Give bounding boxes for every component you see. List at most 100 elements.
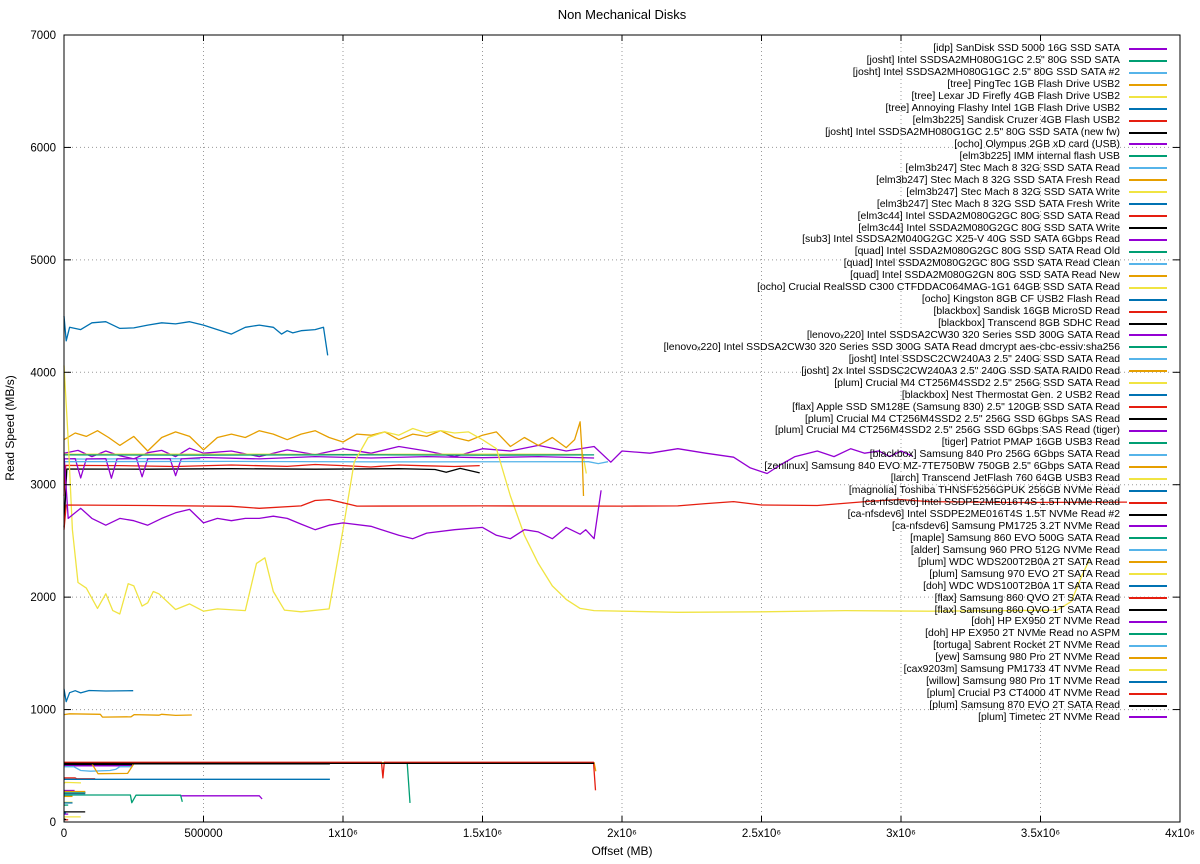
legend-item: [magnolia] Toshiba THNSF5256GPUK 256GB N… <box>664 485 1167 497</box>
legend-item-label: [josht] Intel SSDSA2MH080G1GC 2.5" 80G S… <box>852 67 1120 79</box>
legend-item-label: [lenovoₓ220] Intel SSDSA2CW30 320 Series… <box>806 329 1120 341</box>
legend-line-sample <box>1129 537 1167 540</box>
legend-line-sample <box>1129 310 1167 313</box>
legend-line-sample <box>1129 609 1167 612</box>
legend-item-label: [elm3b247] Stec Mach 8 32G SSD SATA Read <box>905 162 1120 174</box>
legend-item-label: [tree] Lexar JD Firefly 4GB Flash Drive … <box>911 91 1120 103</box>
legend-item: [plum] Crucial M4 CT256M4SSD2 2.5" 256G … <box>664 377 1167 389</box>
legend-item-label: [maple] Samsung 860 EVO 500G SATA Read <box>910 532 1120 544</box>
legend-line-sample <box>1129 382 1167 385</box>
series-line-27 <box>63 713 192 718</box>
x-tick-label: 3.5x10⁶ <box>1021 828 1061 840</box>
legend-line-sample <box>1129 549 1167 552</box>
legend-item: [plum] Timetec 2T NVMe Read <box>664 712 1167 724</box>
series-line-54 <box>63 498 1128 530</box>
legend-item-label: [elm3b225] Sandisk Cruzer 4GB Flash USB2 <box>912 115 1120 127</box>
legend-item: [blackbox] Sandisk 16GB MicroSD Read <box>664 306 1167 318</box>
legend-item: [plum] Crucial M4 CT256M4SSD2 2.5" 256G … <box>664 425 1167 437</box>
legend-item-label: [tree] Annoying Flashy Intel 1GB Flash D… <box>885 103 1120 115</box>
legend-item: [elm3c44] Intel SSDA2M080G2GC 80G SSD SA… <box>664 210 1167 222</box>
legend-line-sample <box>1129 238 1167 241</box>
series-line-53 <box>63 316 329 356</box>
y-tick-label: 7000 <box>30 30 56 42</box>
legend-item-label: [quad] Intel SSDA2M080G2GC 80G SSD SATA … <box>843 258 1120 270</box>
legend-item: [plum] Samsung 970 EVO 2T SATA Read <box>664 568 1167 580</box>
legend-item: [elm3b225] Sandisk Cruzer 4GB Flash USB2 <box>664 115 1167 127</box>
legend-item-label: [zenlinux] Samsung 840 EVO MZ-7TE750BW 7… <box>764 461 1120 473</box>
legend-item: [plum] WDC WDS200T2B0A 2T SATA Read <box>664 556 1167 568</box>
legend-item: [alder] Samsung 960 PRO 512G NVMe Read <box>664 544 1167 556</box>
legend-item-label: [ca-nfsdev6] Intel SSDPE2ME016T4S 1.5T N… <box>847 509 1120 521</box>
legend-line-sample <box>1129 406 1167 409</box>
legend-item: [josht] 2x Intel SSDSC2CW240A3 2.5" 240G… <box>664 365 1167 377</box>
legend-line-sample <box>1129 477 1167 480</box>
series-line-56 <box>63 454 602 540</box>
legend-line-sample <box>1129 143 1167 146</box>
y-axis-label: Read Speed (MB/s) <box>3 375 17 481</box>
legend-item-label: [plum] Samsung 870 EVO 2T SATA Read <box>929 700 1120 712</box>
legend-item: [doh] HP EX950 2T NVMe Read no ASPM <box>664 628 1167 640</box>
legend-item: [tiger] Patriot PMAP 16GB USB3 Read <box>664 437 1167 449</box>
legend-item-label: [tiger] Patriot PMAP 16GB USB3 Read <box>941 437 1120 449</box>
legend-item: [doh] WDC WDS100T2B0A 1T SATA Read <box>664 580 1167 592</box>
legend-line-sample <box>1129 632 1167 635</box>
legend-item: [blackbox] Nest Thermostat Gen. 2 USB2 R… <box>664 389 1167 401</box>
legend-item: [elm3b247] Stec Mach 8 32G SSD SATA Fres… <box>664 174 1167 186</box>
legend-item-label: [ocho] Olympus 2GB xD card (USB) <box>954 138 1120 150</box>
x-tick-label: 500000 <box>184 828 222 840</box>
legend-line-sample <box>1129 286 1167 289</box>
x-tick-label: 0 <box>61 828 67 840</box>
legend-line-sample <box>1129 346 1167 349</box>
legend-line-sample <box>1129 262 1167 265</box>
legend-item-label: [ocho] Kingston 8GB CF USB2 Flash Read <box>921 294 1120 306</box>
legend-item-label: [elm3c44] Intel SSDA2M080G2GC 80G SSD SA… <box>858 222 1120 234</box>
legend-line-sample <box>1129 585 1167 588</box>
legend-item: [lenovoₓ220] Intel SSDSA2CW30 320 Series… <box>664 341 1167 353</box>
y-tick-label: 2000 <box>30 592 56 604</box>
y-tick-label: 5000 <box>30 255 56 267</box>
legend-line-sample <box>1129 71 1167 74</box>
x-tick-label: 4x10⁶ <box>1165 828 1195 840</box>
legend-item-label: [blackbox] Samsung 840 Pro 256G 6Gbps SA… <box>869 449 1120 461</box>
legend-line-sample <box>1129 716 1167 719</box>
legend-line-sample <box>1129 418 1167 421</box>
x-axis-label: Offset (MB) <box>591 844 653 858</box>
legend-item: [larch] Transcend JetFlash 760 64GB USB3… <box>664 473 1167 485</box>
legend-line-sample <box>1129 644 1167 647</box>
series-line-34 <box>64 766 133 772</box>
legend-item-label: [elm3b247] Stec Mach 8 32G SSD SATA Fres… <box>876 174 1120 186</box>
legend-item: [yew] Samsung 980 Pro 2T NVMe Read <box>664 652 1167 664</box>
legend-item: [cax9203m] Samsung PM1733 4T NVMe Read <box>664 664 1167 676</box>
legend-item: [flax] Samsung 860 QVO 2T SATA Read <box>664 592 1167 604</box>
legend-item-label: [plum] Samsung 970 EVO 2T SATA Read <box>929 568 1120 580</box>
legend-line-sample <box>1129 489 1167 492</box>
legend-line-sample <box>1129 215 1167 218</box>
legend-line-sample <box>1129 95 1167 98</box>
x-tick-label: 2x10⁶ <box>607 828 637 840</box>
legend-item-label: [doh] HP EX950 2T NVMe Read <box>971 616 1120 628</box>
legend-item: [plum] Crucial M4 CT256M4SSD2 2.5" 256G … <box>664 413 1167 425</box>
legend-line-sample <box>1129 370 1167 373</box>
legend-item-label: [plum] Crucial M4 CT256M4SSD2 2.5" 256G … <box>805 413 1120 425</box>
legend-line-sample <box>1129 191 1167 194</box>
legend-line-sample <box>1129 358 1167 361</box>
x-tick-label: 1x10⁶ <box>328 828 358 840</box>
legend: [idp] SanDisk SSD 5000 16G SSD SATA [josh… <box>664 43 1167 723</box>
legend-item: [tree] Lexar JD Firefly 4GB Flash Drive … <box>664 91 1167 103</box>
legend-line-sample <box>1129 597 1167 600</box>
series-line-38 <box>63 463 480 497</box>
legend-item: [zenlinux] Samsung 840 EVO MZ-7TE750BW 7… <box>664 461 1167 473</box>
series-line-48 <box>63 455 595 479</box>
legend-item: [tree] PingTec 1GB Flash Drive USB2 <box>664 79 1167 91</box>
legend-item-label: [josht] Intel SSDSC2CW240A3 2.5" 240G SS… <box>848 353 1120 365</box>
legend-item: [sub3] Intel SSDSA2M040G2GC X25-V 40G SS… <box>664 234 1167 246</box>
legend-item-label: [plum] Crucial M4 CT256M4SSD2 2.5" 256G … <box>775 425 1120 437</box>
legend-item: [ca-nfsdev6] Samsung PM1725 3.2T NVMe Re… <box>664 521 1167 533</box>
legend-item-label: [elm3b247] Stec Mach 8 32G SSD SATA Fres… <box>876 198 1120 210</box>
series-line-39 <box>63 467 480 528</box>
series-line-37 <box>63 688 134 703</box>
legend-item: [tree] Annoying Flashy Intel 1GB Flash D… <box>664 103 1167 115</box>
legend-item-label: [plum] Timetec 2T NVMe Read <box>978 711 1120 723</box>
legend-item-label: [ocho] Crucial RealSSD C300 CTFDDAC064MA… <box>757 282 1120 294</box>
